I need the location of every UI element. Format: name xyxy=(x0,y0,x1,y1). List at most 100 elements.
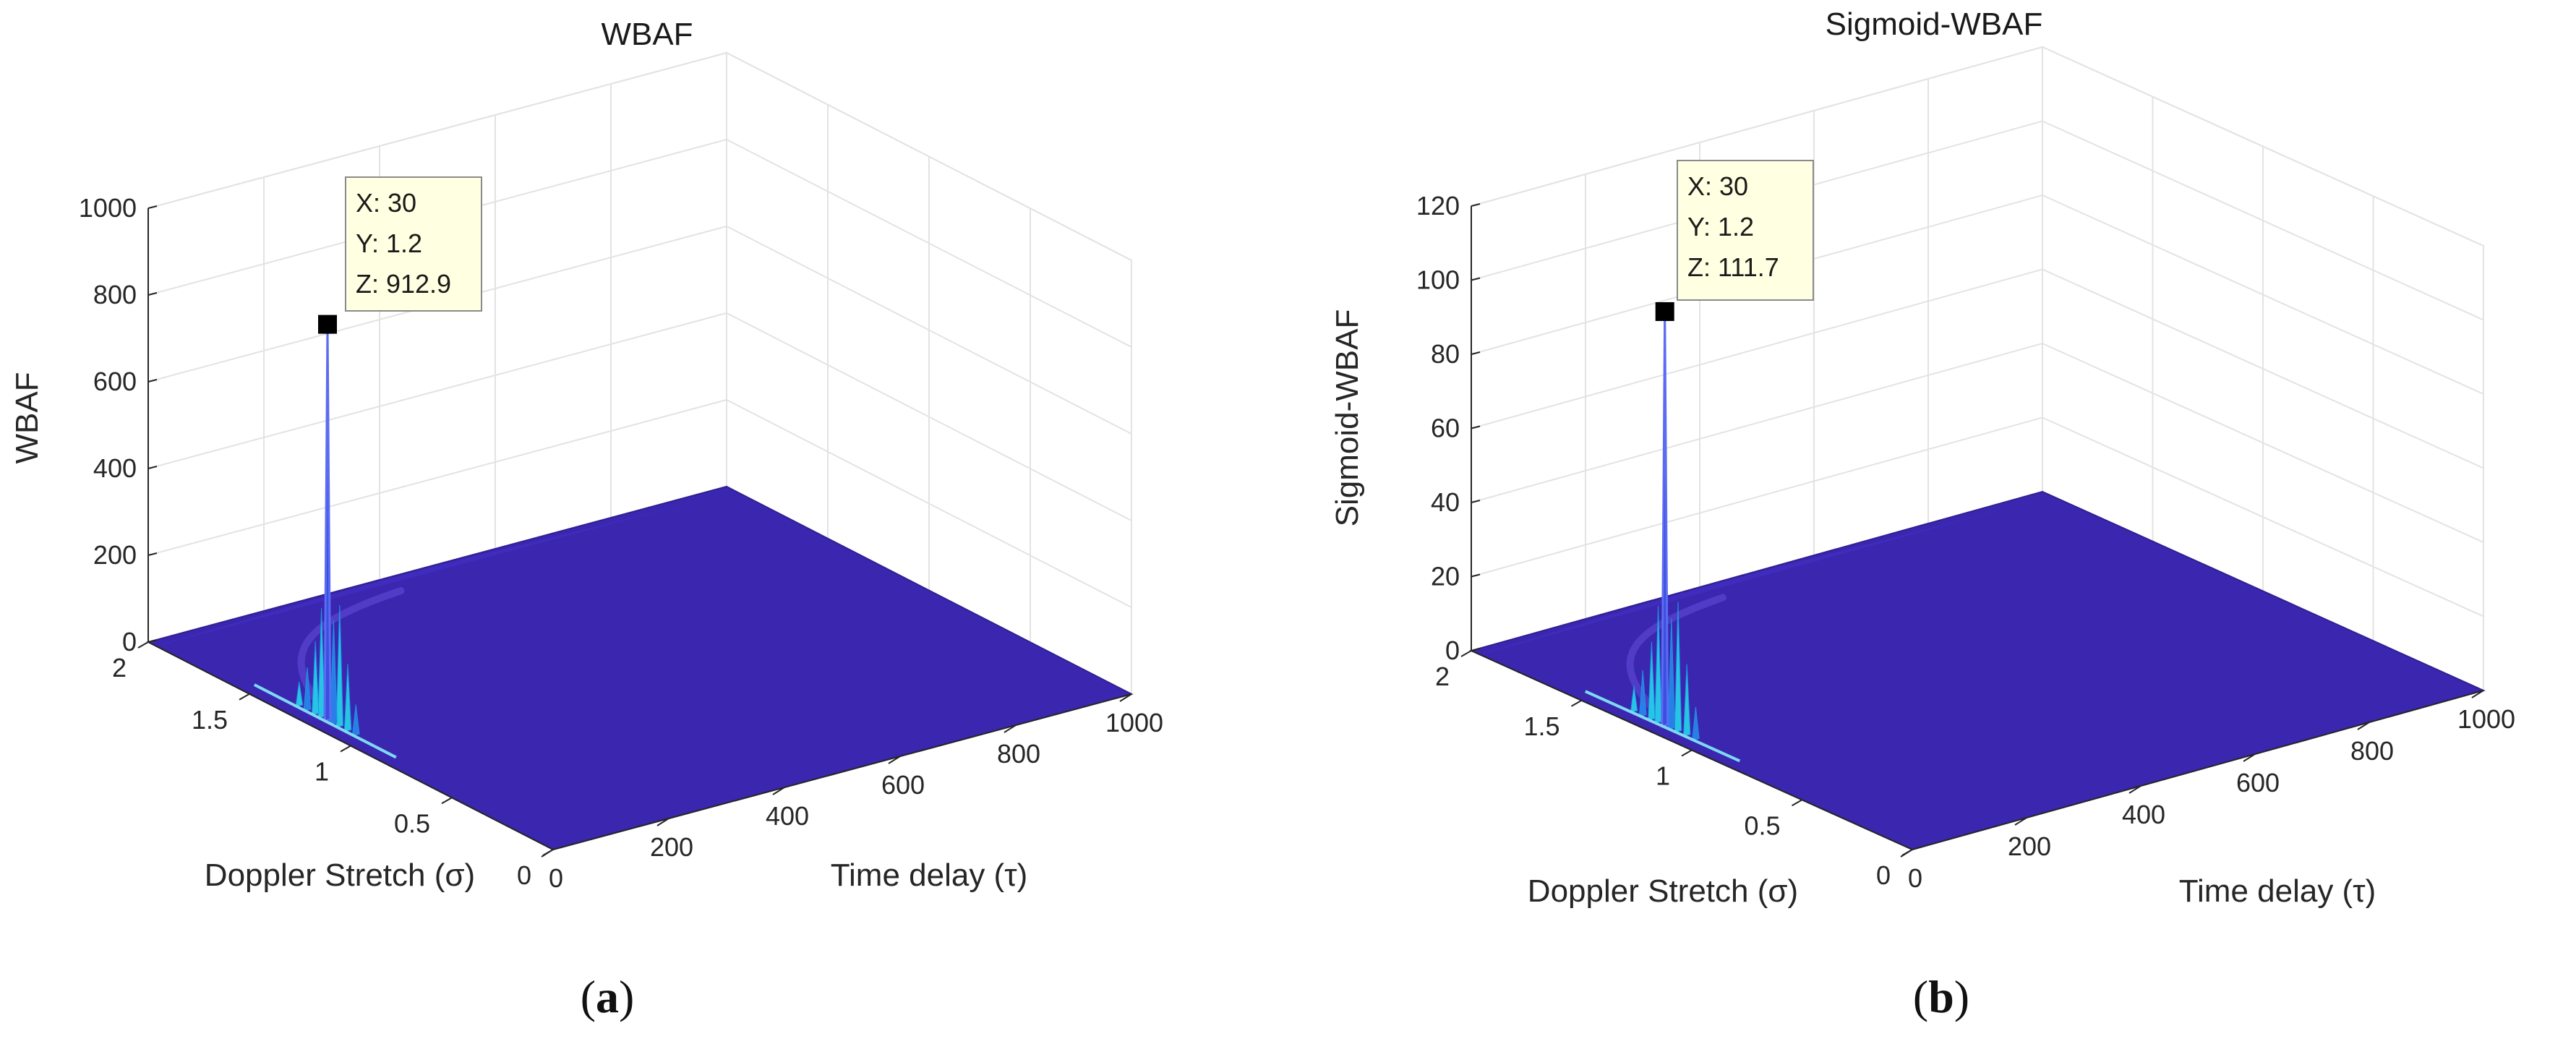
chart-panel-a: X: 30 Y: 1.2 Z: 912.9 0 200 400 600 800 1000 0 0.5… xyxy=(9,17,1163,1022)
z-tick-label: 100 xyxy=(1416,265,1460,295)
z-tick-label: 40 xyxy=(1431,487,1460,517)
x-tick-label: 0 xyxy=(549,863,563,893)
y-tick-label: 1 xyxy=(1656,761,1670,791)
x-tick-mark xyxy=(1900,849,1913,858)
x-axis-line xyxy=(1912,690,2484,850)
x-axis-line xyxy=(552,693,1132,850)
chart-title: Sigmoid-WBAF xyxy=(1826,7,2043,42)
x-tick-label: 200 xyxy=(2008,831,2051,861)
x-tick-mark xyxy=(1119,693,1132,702)
y-tick-mark xyxy=(239,693,250,701)
datatip-line: Z: 912.9 xyxy=(356,269,451,299)
z-tick-label: 0 xyxy=(122,627,137,657)
y-tick-label: 1.5 xyxy=(192,705,228,735)
x-tick-label: 0 xyxy=(1908,863,1922,893)
ridge-base xyxy=(253,683,397,759)
peak-spike xyxy=(323,324,332,723)
x-tick-label: 800 xyxy=(997,739,1040,769)
ridge-spike xyxy=(1648,641,1656,722)
datatip: X: 30 Y: 1.2 Z: 111.7 xyxy=(1677,160,1814,301)
ridge-spike xyxy=(311,641,320,716)
z-tick-mark xyxy=(1471,573,1481,578)
y-tick-label: 2 xyxy=(112,653,127,683)
datatip: X: 30 Y: 1.2 Z: 912.9 xyxy=(345,176,482,312)
caption-open: ( xyxy=(581,971,596,1022)
x-tick-label: 1000 xyxy=(2457,704,2515,734)
x-tick-label: 800 xyxy=(2350,736,2394,766)
subfigure-caption: (b) xyxy=(1913,971,1969,1022)
ridge-spike xyxy=(343,664,352,732)
datatip-box xyxy=(1677,160,1814,301)
z-tick-mark xyxy=(1471,351,1481,355)
y-tick-label: 1.5 xyxy=(1523,711,1559,741)
ridge-spike xyxy=(1638,670,1647,717)
x-tick-label: 200 xyxy=(650,832,693,862)
datatip-line: X: 30 xyxy=(1687,171,1748,201)
x-tick-label: 600 xyxy=(881,770,925,800)
ridge-spike xyxy=(317,607,325,719)
ridge-spike xyxy=(303,667,312,711)
datatip-box xyxy=(345,176,482,312)
ridge-base xyxy=(1584,690,1741,763)
peak-marker xyxy=(318,315,337,334)
ridge-spike xyxy=(295,681,304,708)
datatip-line: X: 30 xyxy=(356,188,416,218)
ridge-spike xyxy=(1682,664,1691,737)
caption-open: ( xyxy=(1913,971,1928,1022)
z-tick-mark xyxy=(1471,500,1481,503)
ridge-spike xyxy=(1667,618,1676,730)
z-tick-mark xyxy=(147,466,158,469)
z-tick-mark xyxy=(147,205,158,209)
ridge-spike xyxy=(335,604,344,728)
peak-spike xyxy=(1661,311,1669,728)
z-tick-label: 1000 xyxy=(79,193,137,223)
z-tick-mark xyxy=(147,552,158,556)
y-tick-label: 1 xyxy=(314,757,329,787)
x-tick-mark xyxy=(541,849,554,858)
y-tick-mark xyxy=(137,641,149,649)
x-tick-mark xyxy=(2243,753,2256,762)
datatip-line: Y: 1.2 xyxy=(1687,212,1754,241)
ridge-spike xyxy=(330,620,338,725)
ridge-spike xyxy=(351,704,360,737)
y-axis-label: Doppler Stretch (σ) xyxy=(1528,873,1798,909)
z-tick-label: 200 xyxy=(93,540,137,570)
x-tick-label: 1000 xyxy=(1105,708,1163,737)
y-tick-mark xyxy=(441,797,453,805)
caption-close: ) xyxy=(1954,971,1969,1022)
x-tick-mark xyxy=(2014,817,2027,826)
caption-letter: b xyxy=(1928,971,1954,1022)
x-tick-mark xyxy=(772,787,785,795)
y-tick-mark xyxy=(1571,699,1582,707)
y-axis-label: Doppler Stretch (σ) xyxy=(205,858,475,893)
y-tick-label: 0 xyxy=(1876,860,1891,890)
x-tick-label: 400 xyxy=(766,801,809,831)
x-axis-label: Time delay (τ) xyxy=(831,858,1027,893)
peak-marker xyxy=(1655,302,1674,321)
ridge-spike xyxy=(1692,706,1700,741)
x-tick-label: 400 xyxy=(2122,800,2165,829)
x-tick-mark xyxy=(888,756,901,764)
z-tick-mark xyxy=(147,379,158,382)
z-tick-mark xyxy=(1471,203,1481,207)
z-tick-label: 120 xyxy=(1416,191,1460,221)
x-tick-mark xyxy=(656,818,669,826)
x-tick-mark xyxy=(2471,690,2484,698)
y-tick-label: 0.5 xyxy=(1744,811,1780,840)
y-tick-label: 0.5 xyxy=(394,808,430,838)
caption-close: ) xyxy=(619,971,634,1022)
z-tick-label: 0 xyxy=(1445,636,1460,665)
z-tick-label: 80 xyxy=(1431,339,1460,369)
z-axis-label: WBAF xyxy=(9,372,45,463)
y-tick-mark xyxy=(340,745,351,753)
x-tick-label: 600 xyxy=(2236,768,2280,797)
ridge-spike xyxy=(1654,605,1662,724)
z-tick-label: 800 xyxy=(93,280,137,309)
z-tick-mark xyxy=(1471,277,1481,281)
x-tick-mark xyxy=(1004,724,1017,733)
x-tick-mark xyxy=(2128,785,2141,794)
y-tick-mark xyxy=(1792,799,1802,807)
z-tick-mark xyxy=(1471,648,1481,651)
y-tick-label: 2 xyxy=(1435,662,1450,691)
